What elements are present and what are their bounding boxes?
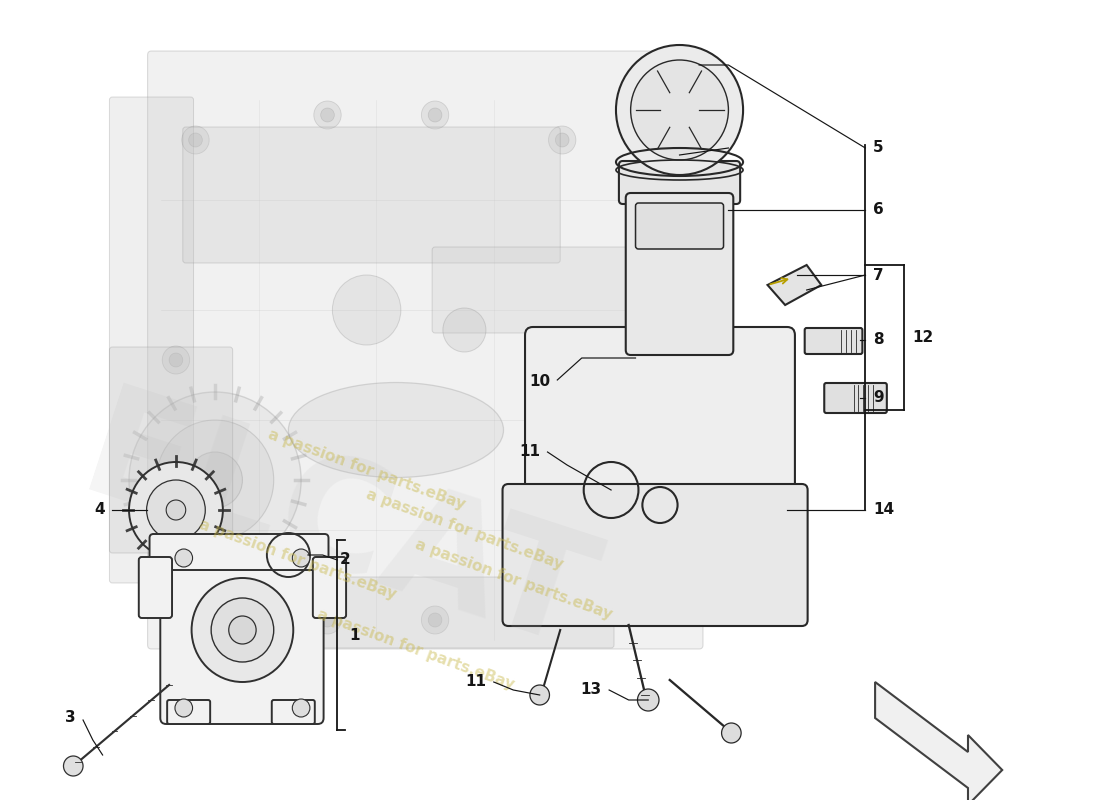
FancyBboxPatch shape xyxy=(432,247,634,333)
Circle shape xyxy=(175,549,192,567)
FancyBboxPatch shape xyxy=(109,347,233,553)
Circle shape xyxy=(229,616,256,644)
Circle shape xyxy=(182,126,209,154)
Circle shape xyxy=(549,576,576,604)
Text: a passion for parts.eBay: a passion for parts.eBay xyxy=(198,518,399,602)
Circle shape xyxy=(549,126,576,154)
Text: 14: 14 xyxy=(873,502,894,518)
Text: 9: 9 xyxy=(873,390,883,406)
Circle shape xyxy=(421,606,449,634)
FancyBboxPatch shape xyxy=(312,557,346,618)
Circle shape xyxy=(585,353,598,367)
Text: a passion for parts.eBay: a passion for parts.eBay xyxy=(412,538,614,622)
FancyBboxPatch shape xyxy=(217,577,614,648)
Circle shape xyxy=(314,101,341,129)
Circle shape xyxy=(129,462,223,558)
Circle shape xyxy=(156,420,274,540)
Circle shape xyxy=(189,583,202,597)
Text: 8: 8 xyxy=(873,333,883,347)
Polygon shape xyxy=(768,265,822,305)
Circle shape xyxy=(332,275,400,345)
FancyBboxPatch shape xyxy=(183,127,560,263)
FancyBboxPatch shape xyxy=(503,484,807,626)
Circle shape xyxy=(630,60,728,160)
Text: 1: 1 xyxy=(349,627,360,642)
Text: 5: 5 xyxy=(873,141,883,155)
Circle shape xyxy=(638,689,659,711)
Circle shape xyxy=(166,500,186,520)
Circle shape xyxy=(321,108,334,122)
Text: 12: 12 xyxy=(912,330,934,345)
Circle shape xyxy=(616,45,744,175)
Circle shape xyxy=(314,606,341,634)
FancyBboxPatch shape xyxy=(525,327,795,603)
Text: 11: 11 xyxy=(465,674,486,690)
Text: 11: 11 xyxy=(519,445,541,459)
Text: a passion for parts.eBay: a passion for parts.eBay xyxy=(266,427,468,513)
Circle shape xyxy=(421,101,449,129)
Text: 13: 13 xyxy=(580,682,602,698)
Text: 4: 4 xyxy=(94,502,104,518)
FancyBboxPatch shape xyxy=(805,328,862,354)
FancyBboxPatch shape xyxy=(161,542,323,724)
FancyBboxPatch shape xyxy=(167,700,210,724)
FancyBboxPatch shape xyxy=(109,97,194,583)
Text: 2: 2 xyxy=(340,553,351,567)
Text: 6: 6 xyxy=(873,202,884,218)
Circle shape xyxy=(175,699,192,717)
Ellipse shape xyxy=(288,382,504,478)
FancyBboxPatch shape xyxy=(150,534,329,570)
FancyBboxPatch shape xyxy=(824,383,887,413)
Circle shape xyxy=(428,108,442,122)
Circle shape xyxy=(64,756,82,776)
FancyBboxPatch shape xyxy=(272,700,315,724)
Circle shape xyxy=(169,353,183,367)
FancyBboxPatch shape xyxy=(147,51,703,649)
FancyBboxPatch shape xyxy=(626,193,734,355)
Circle shape xyxy=(578,346,605,374)
Circle shape xyxy=(321,613,334,627)
Text: a passion for parts.eBay: a passion for parts.eBay xyxy=(315,607,516,693)
Circle shape xyxy=(293,699,310,717)
Circle shape xyxy=(188,452,242,508)
Circle shape xyxy=(189,133,202,147)
FancyBboxPatch shape xyxy=(636,203,724,249)
Text: a passion for parts.eBay: a passion for parts.eBay xyxy=(364,487,565,573)
Circle shape xyxy=(556,133,569,147)
FancyBboxPatch shape xyxy=(619,161,740,204)
Circle shape xyxy=(530,685,550,705)
Polygon shape xyxy=(876,682,1002,800)
Circle shape xyxy=(191,578,294,682)
Text: 10: 10 xyxy=(529,374,550,390)
Circle shape xyxy=(182,576,209,604)
Circle shape xyxy=(163,346,189,374)
Circle shape xyxy=(556,583,569,597)
Circle shape xyxy=(211,598,274,662)
Circle shape xyxy=(722,723,741,743)
Text: 7: 7 xyxy=(873,267,883,282)
Circle shape xyxy=(146,480,206,540)
Text: 3: 3 xyxy=(65,710,75,726)
Circle shape xyxy=(293,549,310,567)
Text: ELCAT: ELCAT xyxy=(65,378,609,682)
FancyBboxPatch shape xyxy=(139,557,172,618)
Circle shape xyxy=(129,392,301,568)
Circle shape xyxy=(443,308,486,352)
Circle shape xyxy=(428,613,442,627)
